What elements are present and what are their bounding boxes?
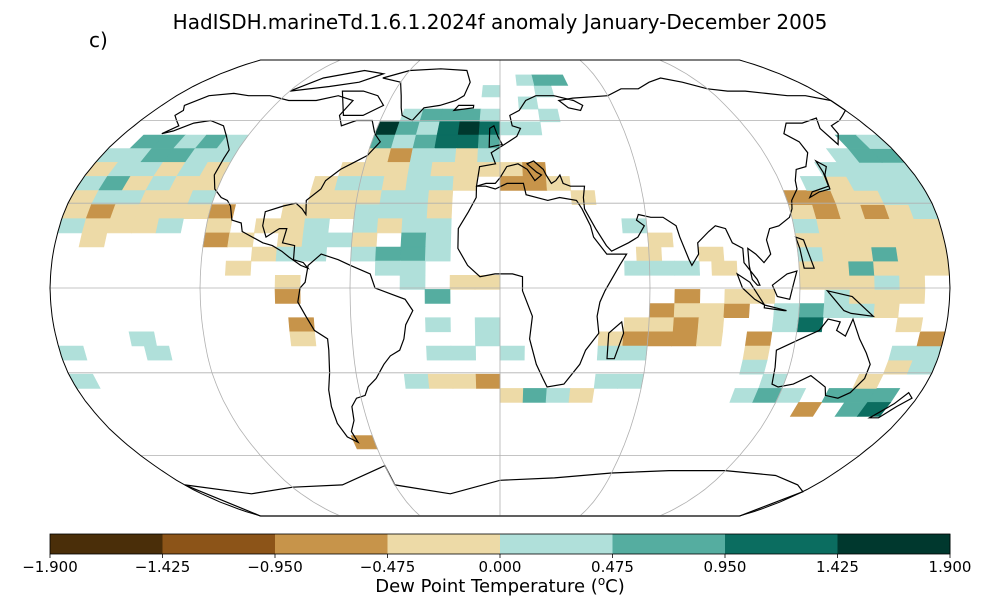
anomaly-cell [515, 74, 535, 86]
coastline [794, 236, 816, 269]
panel-label: c) [89, 28, 108, 52]
anomaly-cell [399, 275, 426, 290]
coastline [475, 77, 847, 286]
coastline [735, 272, 766, 306]
coastlines [161, 68, 913, 517]
colorbar-tick-label: −0.475 [359, 558, 416, 576]
colorbar-tick-label: 1.900 [928, 558, 972, 576]
anomaly-cell [289, 331, 317, 347]
anomaly-cell [546, 74, 569, 86]
anomaly-cell [300, 246, 328, 262]
colorbar-tick-label: 1.425 [816, 558, 859, 576]
anomaly-cell [78, 232, 108, 248]
map-title: HadISDH.marineTd.1.6.1.2024f anomaly Jan… [172, 10, 828, 34]
colorbar-swatch [162, 534, 276, 554]
coastline [289, 69, 386, 92]
colorbar-label: Dew Point Temperature (oC) [375, 574, 625, 597]
colorbar-swatch [612, 534, 726, 554]
anomaly-cell [452, 176, 478, 191]
coastline [457, 182, 628, 388]
anomaly-cell [711, 260, 738, 276]
coastline [825, 289, 876, 318]
colorbar-swatch [837, 534, 951, 554]
anomaly-cell [537, 108, 561, 123]
coastline [606, 320, 625, 360]
coastline [382, 68, 471, 122]
coastline [808, 159, 831, 199]
colorbar-tick-label: −0.950 [247, 558, 303, 576]
meridian-line [579, 59, 651, 517]
anomaly-cell [424, 289, 451, 304]
colorbar-swatch [725, 534, 838, 554]
anomaly-cell [789, 402, 823, 417]
anomaly-cell [155, 218, 184, 234]
colorbar-tick-label: 0.475 [591, 558, 634, 576]
anomaly-cell [739, 359, 768, 375]
coastline [341, 90, 385, 116]
coastline [184, 464, 804, 517]
anomaly-cell [450, 345, 477, 361]
coastline [763, 304, 787, 312]
colorbar-swatch [275, 534, 388, 554]
coastline [452, 104, 475, 112]
anomaly-cell [224, 260, 252, 276]
coastline [771, 317, 871, 399]
coastline [297, 253, 414, 444]
anomaly-cell [895, 317, 924, 333]
colorbar-tick-label: −1.425 [134, 558, 191, 576]
map-outline [49, 59, 951, 517]
anomaly-cell [424, 246, 451, 262]
colorbar-tick-label: 0.000 [478, 558, 522, 576]
colorbar-tick-label: −1.900 [22, 558, 78, 576]
graticule [50, 59, 950, 517]
anomaly-cell [695, 331, 723, 347]
meridian-line [349, 59, 421, 517]
anomaly-cells [57, 74, 950, 450]
meridian-line [659, 59, 801, 517]
anomaly-cell [545, 176, 572, 191]
colorbar-tick-label: 0.950 [703, 558, 747, 576]
anomaly-cell [143, 345, 173, 361]
colorbar-swatch [387, 534, 501, 554]
coastline [867, 391, 913, 419]
colorbar-swatch [50, 534, 163, 554]
coastline [161, 92, 382, 270]
colorbar-swatch [500, 534, 613, 554]
meridian-line [199, 59, 341, 517]
anomaly-cell [425, 317, 451, 333]
